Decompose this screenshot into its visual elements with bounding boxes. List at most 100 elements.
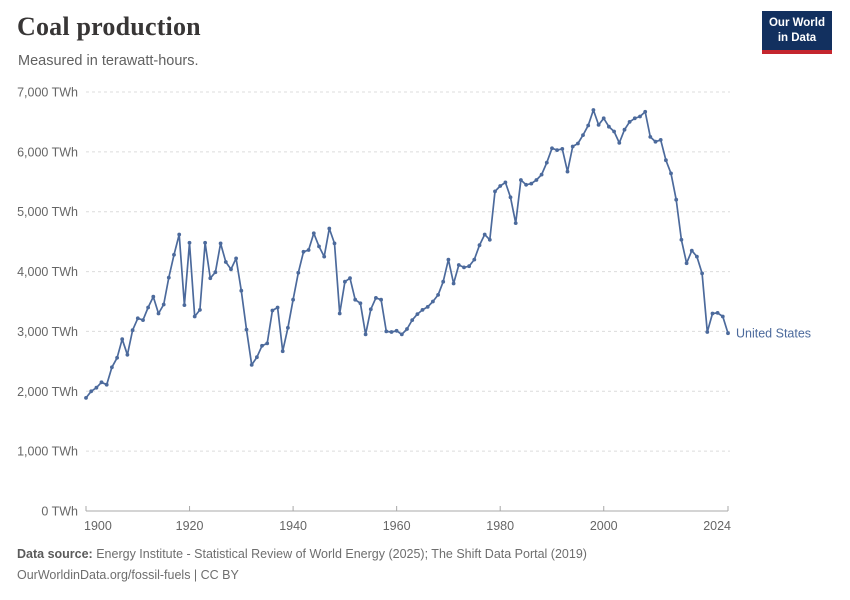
data-point[interactable] — [368, 307, 373, 312]
data-point[interactable] — [534, 178, 539, 182]
data-point[interactable] — [519, 178, 523, 182]
data-point[interactable] — [363, 332, 368, 337]
data-point[interactable] — [244, 327, 249, 332]
data-point[interactable] — [208, 276, 213, 281]
data-point[interactable] — [638, 114, 642, 119]
data-point[interactable] — [705, 330, 710, 334]
data-point[interactable] — [513, 221, 518, 226]
data-point[interactable] — [493, 189, 497, 194]
data-point[interactable] — [353, 297, 358, 302]
data-point[interactable] — [374, 296, 378, 300]
data-point[interactable] — [311, 231, 316, 236]
data-point[interactable] — [555, 148, 559, 153]
data-point[interactable] — [104, 382, 109, 387]
data-point[interactable] — [632, 116, 637, 121]
data-point[interactable] — [213, 270, 218, 275]
data-point[interactable] — [203, 240, 208, 245]
data-point[interactable] — [130, 328, 135, 333]
data-point[interactable] — [229, 267, 233, 272]
data-point[interactable] — [249, 363, 254, 367]
data-point[interactable] — [679, 237, 684, 242]
data-point[interactable] — [255, 355, 259, 360]
data-point[interactable] — [156, 311, 161, 316]
data-point[interactable] — [508, 195, 513, 200]
data-point[interactable] — [141, 318, 145, 322]
data-point[interactable] — [596, 123, 601, 127]
data-point[interactable] — [135, 316, 140, 321]
data-point[interactable] — [337, 311, 342, 316]
data-point[interactable] — [586, 123, 591, 128]
data-point[interactable] — [280, 349, 285, 354]
data-point[interactable] — [192, 314, 197, 319]
data-point[interactable] — [151, 294, 156, 299]
data-point[interactable] — [379, 297, 383, 302]
data-point[interactable] — [550, 146, 554, 151]
data-point[interactable] — [695, 254, 699, 259]
data-point[interactable] — [477, 243, 482, 248]
data-point[interactable] — [441, 279, 446, 284]
data-point[interactable] — [394, 328, 399, 333]
data-point[interactable] — [643, 109, 648, 114]
data-point[interactable] — [348, 276, 352, 281]
data-point[interactable] — [664, 158, 668, 163]
data-point[interactable] — [689, 248, 694, 253]
data-point[interactable] — [431, 299, 435, 304]
data-point[interactable] — [389, 330, 394, 334]
data-point[interactable] — [115, 355, 119, 360]
data-point[interactable] — [674, 197, 679, 202]
data-point[interactable] — [607, 124, 611, 129]
data-point[interactable] — [198, 308, 202, 312]
data-point[interactable] — [286, 325, 290, 330]
data-point[interactable] — [420, 308, 425, 312]
data-point[interactable] — [182, 303, 187, 307]
data-point[interactable] — [622, 127, 627, 132]
data-point[interactable] — [172, 252, 176, 257]
data-point[interactable] — [710, 311, 715, 316]
data-point[interactable] — [539, 172, 544, 177]
data-point[interactable] — [684, 261, 689, 266]
data-point[interactable] — [648, 135, 653, 139]
data-point[interactable] — [89, 389, 94, 394]
data-point[interactable] — [146, 305, 151, 310]
data-point[interactable] — [601, 116, 606, 121]
data-point[interactable] — [498, 184, 503, 188]
data-point[interactable] — [436, 293, 440, 297]
data-point[interactable] — [482, 232, 487, 237]
data-point[interactable] — [700, 271, 704, 276]
data-point[interactable] — [327, 226, 332, 231]
data-point[interactable] — [529, 181, 534, 186]
data-point[interactable] — [487, 237, 492, 242]
data-point[interactable] — [472, 257, 477, 262]
data-point[interactable] — [99, 380, 104, 385]
data-point[interactable] — [456, 263, 461, 267]
data-point[interactable] — [544, 160, 549, 165]
data-point[interactable] — [720, 314, 725, 319]
data-point[interactable] — [576, 141, 580, 146]
data-point[interactable] — [218, 241, 223, 246]
data-point[interactable] — [565, 169, 570, 174]
data-point[interactable] — [612, 129, 616, 134]
data-point[interactable] — [581, 133, 585, 138]
data-point[interactable] — [570, 144, 575, 149]
data-point[interactable] — [415, 312, 420, 316]
series-end-label[interactable]: United States — [736, 327, 811, 341]
data-point[interactable] — [399, 332, 404, 337]
data-point[interactable] — [405, 327, 409, 331]
data-point[interactable] — [291, 297, 295, 302]
data-point[interactable] — [669, 171, 673, 176]
data-point[interactable] — [239, 288, 244, 293]
data-point[interactable] — [410, 318, 415, 322]
data-point[interactable] — [627, 120, 632, 124]
data-point[interactable] — [260, 343, 264, 348]
data-point[interactable] — [653, 139, 658, 144]
us-series-line[interactable] — [85, 109, 729, 399]
data-point[interactable] — [317, 244, 321, 249]
data-point[interactable] — [161, 302, 166, 307]
data-point[interactable] — [446, 257, 451, 262]
data-point[interactable] — [265, 341, 270, 346]
data-point[interactable] — [384, 329, 389, 334]
data-point[interactable] — [166, 275, 171, 280]
data-point[interactable] — [467, 264, 471, 269]
data-point[interactable] — [343, 279, 347, 284]
data-point[interactable] — [84, 396, 88, 400]
